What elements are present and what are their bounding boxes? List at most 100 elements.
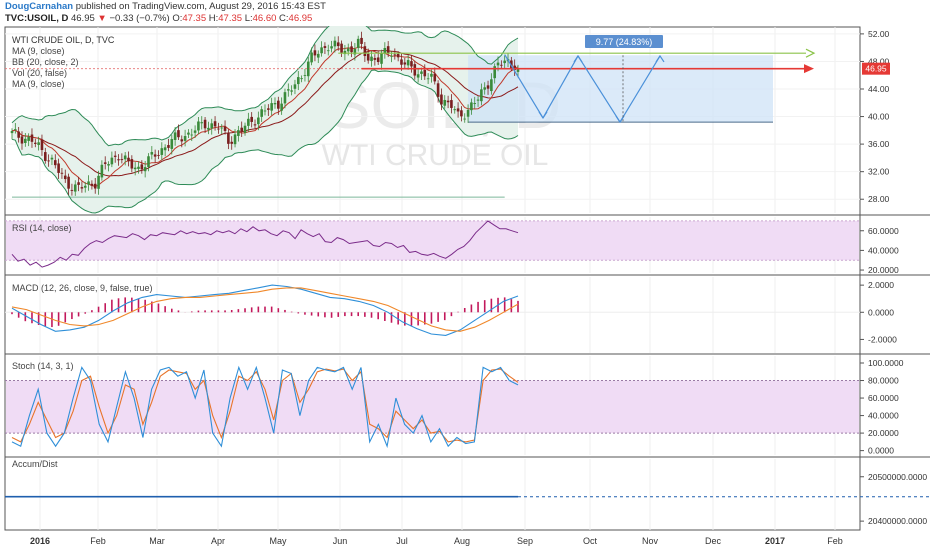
candle-body [426, 78, 430, 80]
time-tick-label: 2016 [30, 536, 50, 546]
candle-body [346, 48, 350, 52]
price-tick-label: 48.00 [868, 56, 890, 66]
candle-body [263, 110, 267, 112]
candle-body [353, 48, 357, 55]
candle-body [180, 139, 184, 142]
time-tick-label: Feb [827, 536, 843, 546]
candle-body [366, 53, 370, 61]
candle-body [107, 164, 110, 166]
candle-body [316, 53, 320, 58]
candle-body [466, 109, 470, 117]
candle-body [187, 132, 190, 135]
high-label: H: [208, 13, 219, 24]
candle-body [253, 124, 257, 126]
candle-body [460, 110, 463, 117]
price-change: −0.33 (−0.7%) [109, 13, 170, 24]
projection-arrow-icon [573, 54, 583, 63]
stoch-tick-label: 20.0000 [868, 428, 899, 438]
candle-body [493, 66, 496, 79]
candle-body [27, 136, 30, 141]
candle-body [413, 64, 417, 76]
candle-body [280, 103, 283, 111]
candle-body [323, 46, 327, 48]
candle-body [123, 155, 127, 160]
candle-body [483, 87, 487, 90]
candle-body [473, 103, 477, 105]
chart-canvas[interactable]: USOIL, D WTI CRUDE OIL 9.77 (24.83%) WTI… [0, 26, 932, 550]
candle-body [390, 55, 393, 57]
rsi-tick-label: 20.0000 [868, 265, 899, 275]
candle-body [57, 163, 60, 173]
bollinger-lower-line [11, 69, 519, 214]
candle-body [350, 46, 353, 53]
price-tick-label: 36.00 [868, 139, 890, 149]
candle-body [386, 46, 390, 54]
time-tick-label: Aug [454, 536, 470, 546]
candle-body [496, 62, 500, 66]
author-link[interactable]: DougCarnahan [5, 1, 74, 12]
time-tick-label: Jun [333, 536, 348, 546]
candle-body [210, 123, 214, 129]
candle-body [267, 108, 270, 110]
bollinger-mid-line [11, 49, 519, 177]
measure-label: 9.77 (24.83%) [596, 37, 653, 47]
last-price: 46.95 [70, 13, 95, 24]
price-tick-label: 44.00 [868, 84, 890, 94]
candle-body [333, 40, 337, 47]
time-tick-label: Nov [642, 536, 659, 546]
candle-body [130, 159, 134, 169]
candle-body [410, 61, 413, 67]
candle-body [43, 152, 47, 161]
candle-body [90, 183, 94, 186]
candle-body [393, 54, 397, 56]
candle-body [140, 164, 144, 170]
time-tick-label: Sep [517, 536, 533, 546]
candle-body [336, 42, 340, 47]
candle-body [67, 176, 70, 189]
candle-body [403, 62, 407, 65]
candle-body [370, 56, 373, 62]
candle-body [50, 157, 54, 160]
candle-body [396, 53, 400, 58]
time-tick-label: May [269, 536, 287, 546]
candle-body [287, 89, 290, 91]
price-title: WTI CRUDE OIL, D, TVC [12, 35, 115, 45]
candle-body [100, 164, 104, 178]
candle-body [463, 118, 467, 120]
candle-body [360, 37, 363, 44]
projection-segment [542, 55, 579, 119]
candle-body [127, 157, 130, 162]
symbol-label[interactable]: TVC:USOIL, D [5, 13, 69, 24]
macd-tick-label: 0.0000 [868, 307, 894, 317]
candle-body [243, 125, 247, 133]
indicator-vol: Vol (20, false) [12, 68, 67, 78]
candle-body [380, 53, 383, 64]
stoch-tick-label: 100.0000 [868, 358, 904, 368]
projection-arrow-icon [615, 115, 625, 124]
candle-body [63, 175, 67, 180]
candle-body [20, 136, 24, 144]
candle-body [133, 167, 137, 170]
candle-body [313, 50, 317, 56]
candle-body [233, 134, 237, 145]
candle-body [197, 121, 200, 131]
macd-line [11, 284, 519, 336]
stoch-k-line [11, 365, 519, 449]
time-axis[interactable]: 2016 Feb Mar Apr May Jun Jul Aug Sep Oct Nov Dec 201… [30, 536, 843, 546]
candle-body [147, 156, 150, 167]
candle-body [363, 46, 367, 57]
candle-body [143, 167, 147, 172]
low-value: 46.60 [252, 13, 277, 24]
close-label: C: [279, 13, 289, 24]
candle-body [503, 60, 506, 64]
candle-body [117, 159, 120, 161]
bollinger-upper-line [11, 26, 519, 147]
candle-body [217, 128, 220, 130]
time-tick-label: Dec [705, 536, 722, 546]
candle-body [480, 89, 483, 102]
candle-body [37, 142, 40, 145]
candle-body [433, 73, 437, 82]
accum-dist-panel: Accum/Dist [5, 459, 930, 498]
measure-label-box [585, 35, 663, 48]
candle-body [306, 61, 310, 77]
